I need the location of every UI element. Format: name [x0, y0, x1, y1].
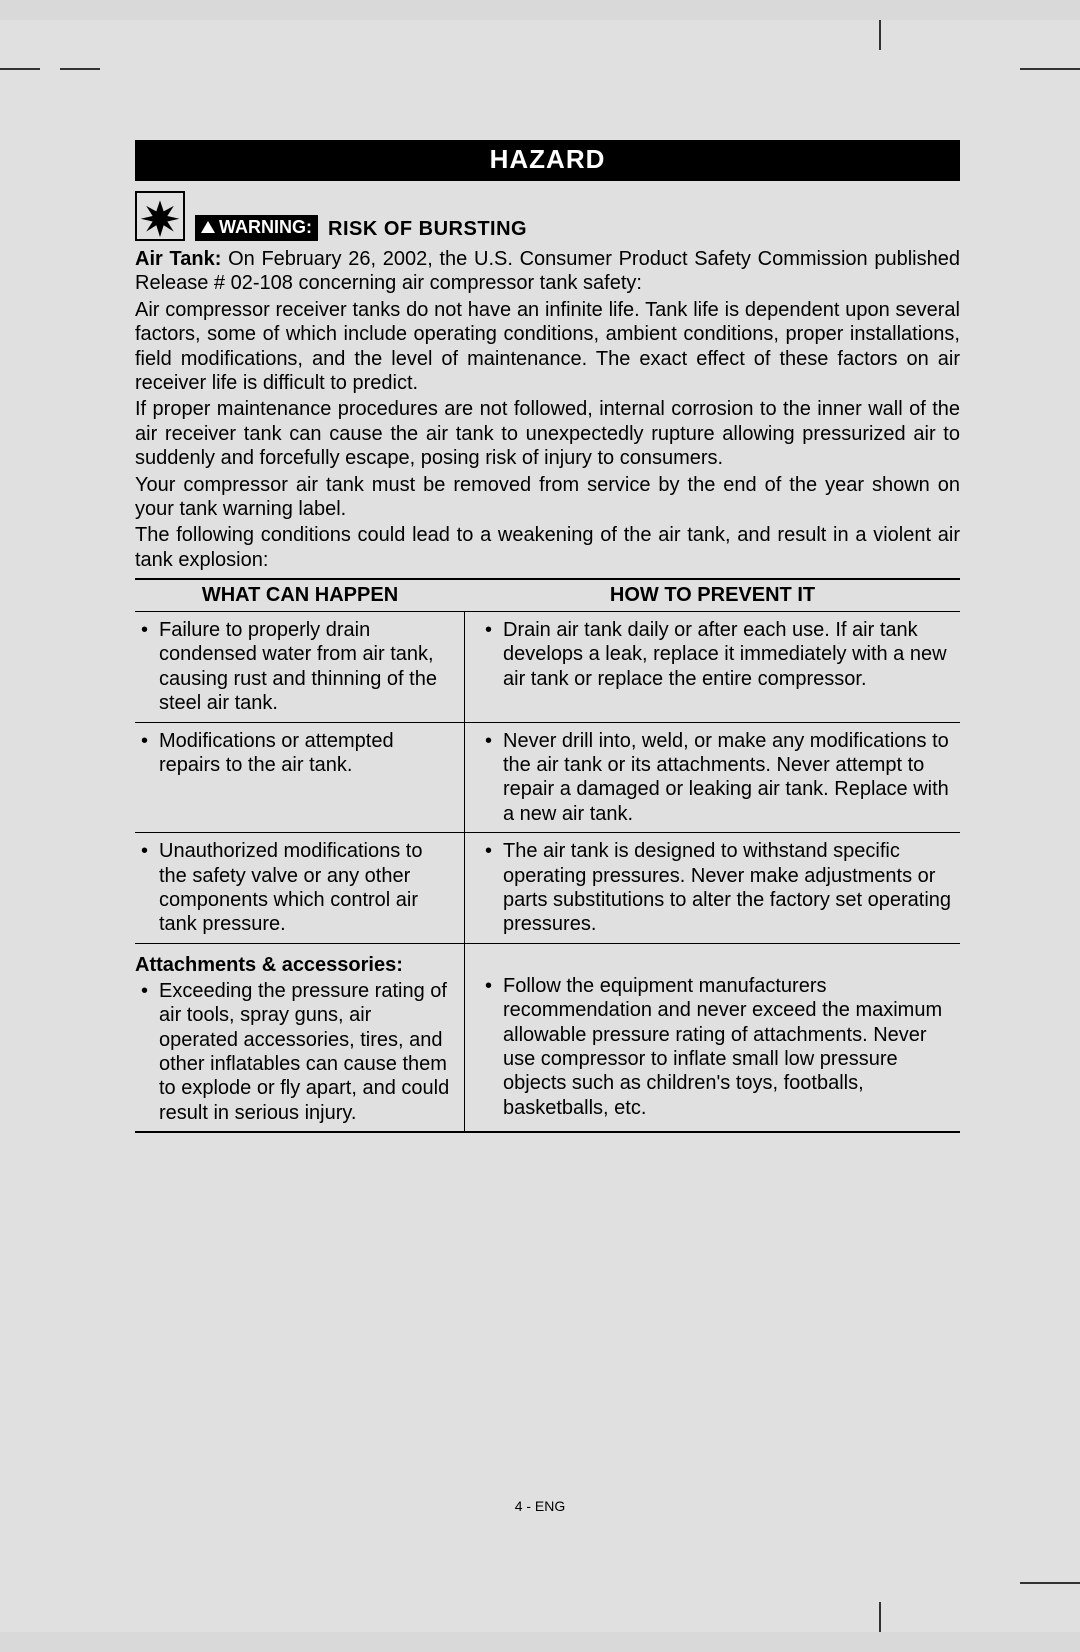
warning-label: WARNING:	[219, 217, 312, 238]
crop-mark	[879, 1602, 881, 1632]
crop-mark	[60, 68, 100, 70]
content-area: HAZARD WARNING: RISK OF BURSTING Air Tan…	[135, 20, 960, 1133]
p1-text: On February 26, 2002, the U.S. Consumer …	[135, 248, 960, 294]
table-header-row: WHAT CAN HAPPEN HOW TO PREVENT IT	[135, 580, 960, 612]
paragraph: The following conditions could lead to a…	[135, 523, 960, 572]
crop-mark	[1020, 1582, 1080, 1584]
table-row: Modifications or attempted repairs to th…	[135, 723, 960, 834]
hazard-title-bar: HAZARD	[135, 140, 960, 181]
table-row: Unauthorized modifications to the safety…	[135, 833, 960, 944]
cell-left: Unauthorized modifications to the safety…	[135, 833, 465, 943]
table-row: Failure to properly drain condensed wate…	[135, 612, 960, 723]
cell-right: Follow the equipment manufacturers recom…	[465, 944, 960, 1131]
cell-left: Attachments & accessories: Exceeding the…	[135, 944, 465, 1131]
subheading: Attachments & accessories:	[135, 950, 454, 979]
cell-left: Modifications or attempted repairs to th…	[135, 723, 465, 833]
page-footer: 4 - ENG	[0, 1498, 1080, 1514]
air-tank-bold: Air Tank:	[135, 248, 221, 270]
col-header-right: HOW TO PREVENT IT	[465, 580, 960, 611]
risk-title: RISK OF BURSTING	[328, 218, 527, 241]
table-row: Attachments & accessories: Exceeding the…	[135, 944, 960, 1133]
cell-left: Failure to properly drain condensed wate…	[135, 612, 465, 722]
warning-line: WARNING: RISK OF BURSTING	[135, 191, 960, 241]
burst-icon	[135, 191, 185, 241]
crop-mark	[1020, 68, 1080, 70]
crop-mark	[0, 68, 40, 70]
cell-right: Never drill into, weld, or make any modi…	[465, 723, 960, 833]
paragraph: Air Tank: On February 26, 2002, the U.S.…	[135, 247, 960, 296]
paragraph: Air compressor receiver tanks do not hav…	[135, 298, 960, 396]
cell-right: The air tank is designed to withstand sp…	[465, 833, 960, 943]
alert-triangle-icon	[201, 221, 215, 233]
cell-right: Drain air tank daily or after each use. …	[465, 612, 960, 722]
col-header-left: WHAT CAN HAPPEN	[135, 580, 465, 611]
warning-badge: WARNING:	[195, 215, 318, 241]
crop-mark	[879, 20, 881, 50]
paragraph: If proper maintenance procedures are not…	[135, 397, 960, 470]
hazard-table: WHAT CAN HAPPEN HOW TO PREVENT IT Failur…	[135, 578, 960, 1133]
manual-page: HAZARD WARNING: RISK OF BURSTING Air Tan…	[0, 20, 1080, 1632]
paragraph: Your compressor air tank must be removed…	[135, 473, 960, 522]
